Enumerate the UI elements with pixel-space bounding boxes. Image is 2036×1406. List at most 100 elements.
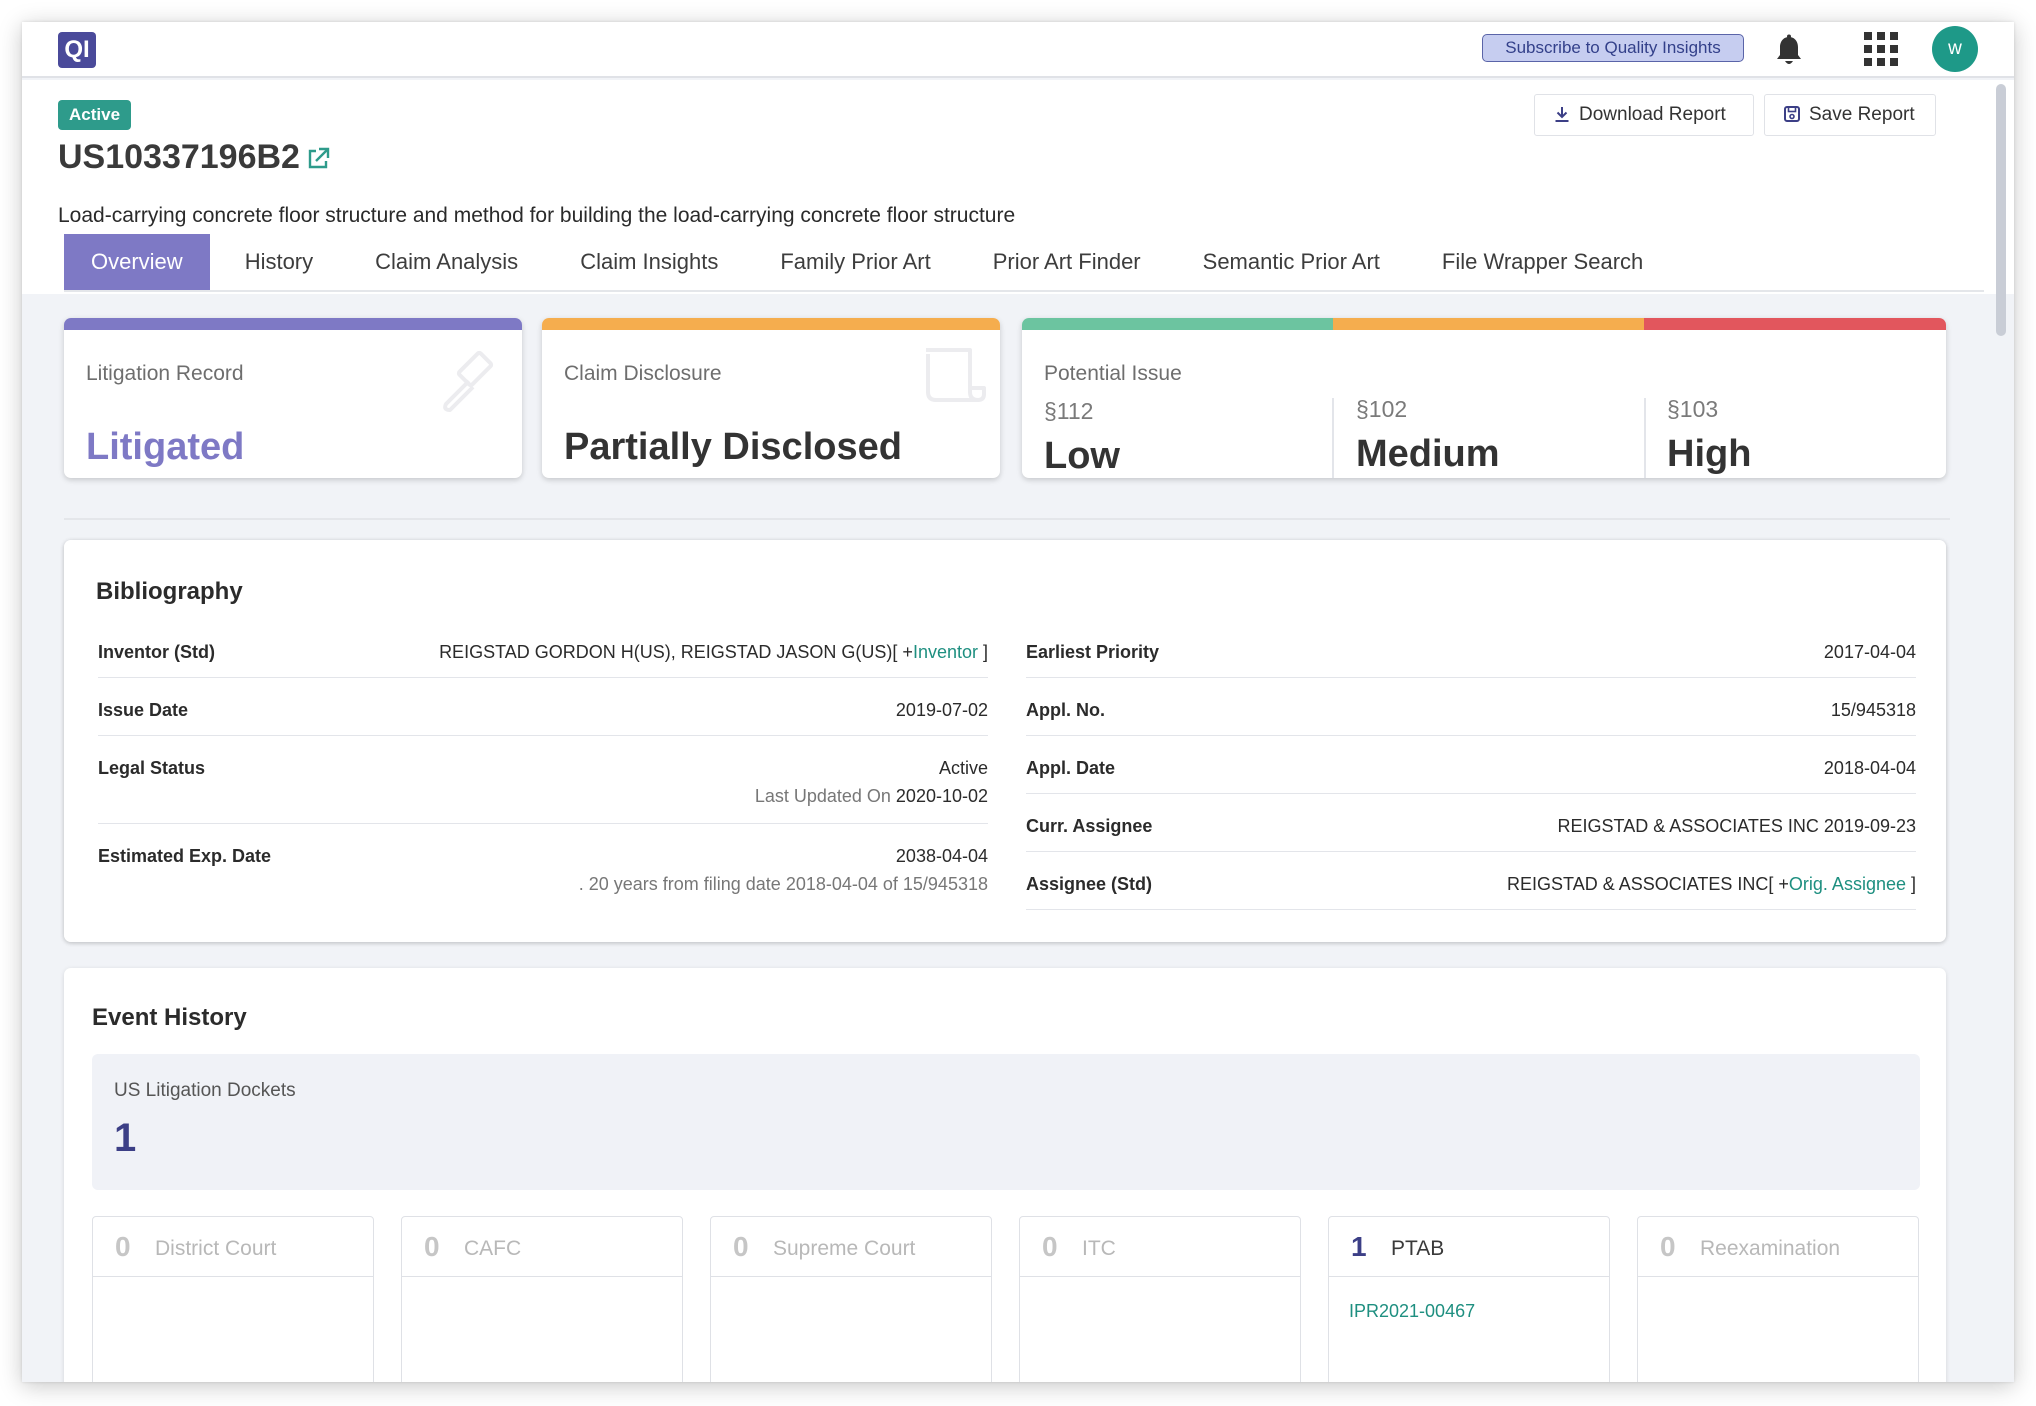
- scroll-icon: [926, 348, 986, 402]
- claim-disclosure-label: Claim Disclosure: [564, 362, 722, 385]
- tab-overview[interactable]: Overview: [64, 234, 210, 290]
- bracket-close: ]: [977, 642, 988, 662]
- tab-semantic-prior-art[interactable]: Semantic Prior Art: [1202, 249, 1380, 274]
- save-report-label: Save Report: [1809, 104, 1915, 125]
- bib-value: REIGSTAD & ASSOCIATES INC 2019-09-23: [1557, 816, 1916, 836]
- issue-103: §103 High: [1667, 396, 1946, 476]
- court-card-supreme[interactable]: 0 Supreme Court: [710, 1216, 992, 1382]
- bib-key: Assignee (Std): [1026, 874, 1153, 894]
- gavel-icon: [443, 350, 494, 412]
- scrollbar-thumb[interactable]: [1996, 84, 2006, 336]
- bracket-close: ]: [1905, 874, 1916, 894]
- tab-claim-insights[interactable]: Claim Insights: [580, 249, 719, 274]
- court-count: 0: [115, 1231, 131, 1262]
- bib-key: Appl. No.: [1026, 700, 1105, 720]
- court-card-itc[interactable]: 0 ITC: [1019, 1216, 1301, 1382]
- bib-row-curr-assignee: Curr. Assignee REIGSTAD & ASSOCIATES INC…: [1026, 794, 1916, 852]
- card-accent-bar: [64, 318, 522, 330]
- issue-102: §102 Medium: [1356, 396, 1666, 476]
- bib-value: 2019-07-02: [895, 700, 988, 720]
- bib-value: REIGSTAD & ASSOCIATES INC[ +Orig. Assign…: [1507, 874, 1916, 895]
- court-header: 0 ITC: [1020, 1217, 1300, 1277]
- tab-family-prior-art[interactable]: Family Prior Art: [780, 249, 931, 274]
- section-divider: [64, 518, 1950, 520]
- bib-subvalue: Last Updated On 2020-10-02: [755, 786, 988, 807]
- court-name: PTAB: [1391, 1237, 1445, 1260]
- tab-claim-analysis[interactable]: Claim Analysis: [375, 249, 519, 274]
- court-name: CAFC: [464, 1237, 522, 1260]
- court-name: Supreme Court: [773, 1237, 916, 1260]
- court-count: 1: [1351, 1231, 1367, 1262]
- download-icon: [1555, 107, 1569, 122]
- download-report-label: Download Report: [1579, 104, 1726, 125]
- court-count: 0: [424, 1231, 440, 1262]
- court-name: District Court: [155, 1237, 277, 1260]
- bibliography-panel-body: Bibliography Inventor (Std) REIGSTAD GOR…: [64, 540, 1946, 942]
- issue-bar-high: [1644, 318, 1946, 330]
- bib-value: Active: [938, 758, 988, 778]
- court-header: 0 Supreme Court: [711, 1217, 991, 1277]
- bib-subvalue: . 20 years from filing date 2018-04-04 o…: [578, 874, 988, 894]
- issue-section: §112: [1044, 398, 1094, 424]
- page-scrollbar[interactable]: [1994, 82, 2006, 1372]
- potential-issue-label: Potential Issue: [1044, 362, 1182, 385]
- potential-issue-card[interactable]: Potential Issue §112 Low §102 Medium §10…: [1022, 318, 1946, 478]
- ptab-case-link[interactable]: IPR2021-00467: [1349, 1301, 1476, 1321]
- court-card-district[interactable]: 0 District Court: [92, 1216, 374, 1382]
- user-avatar[interactable]: w: [1932, 26, 1978, 72]
- patent-number: US10337196B2: [58, 138, 300, 176]
- status-badge: Active: [58, 100, 132, 130]
- court-header: 0 District Court: [93, 1217, 373, 1277]
- dockets-label: US Litigation Dockets: [114, 1080, 296, 1101]
- top-bar: QI Subscribe to Quality Insights w: [22, 22, 2014, 78]
- issue-level: Medium: [1356, 433, 1500, 475]
- bib-row-exp-date: Estimated Exp. Date 2038-04-04 . 20 year…: [98, 824, 988, 912]
- patent-title: Load-carrying concrete floor structure a…: [58, 204, 1016, 227]
- patent-header: Active US10337196B2 Load-carrying concre…: [22, 80, 2014, 294]
- bibliography-title: Bibliography: [96, 578, 243, 605]
- tab-underline: [64, 290, 1984, 292]
- court-name: Reexamination: [1700, 1237, 1841, 1260]
- court-count: 0: [1660, 1231, 1676, 1262]
- tab-history[interactable]: History: [244, 249, 314, 274]
- inventor-names: REIGSTAD GORDON H(US), REIGSTAD JASON G(…: [439, 642, 913, 662]
- bib-key: Inventor (Std): [98, 642, 215, 662]
- court-card-reexamination[interactable]: 0 Reexamination: [1637, 1216, 1919, 1382]
- save-report-button[interactable]: Save Report: [1764, 94, 1936, 136]
- divider: [1332, 398, 1334, 478]
- claim-disclosure-value: Partially Disclosed: [564, 426, 902, 468]
- bib-key: Legal Status: [98, 758, 206, 778]
- updated-date: 2020-10-02: [895, 786, 988, 806]
- court-card-cafc[interactable]: 0 CAFC: [401, 1216, 683, 1382]
- bib-row-appl-no: Appl. No. 15/945318: [1026, 678, 1916, 736]
- inventor-link[interactable]: Inventor: [912, 642, 978, 662]
- external-link-icon[interactable]: [305, 146, 331, 172]
- bib-key: Estimated Exp. Date: [98, 846, 272, 866]
- tab-file-wrapper-search[interactable]: File Wrapper Search: [1441, 249, 1644, 274]
- issue-bar-medium: [1333, 318, 1644, 330]
- download-report-button[interactable]: Download Report: [1534, 94, 1754, 136]
- bib-key: Curr. Assignee: [1026, 816, 1153, 836]
- issue-level: Low: [1044, 435, 1120, 477]
- bib-value: 15/945318: [1830, 700, 1916, 720]
- issue-section: §102: [1356, 396, 1408, 422]
- court-count: 0: [1042, 1231, 1058, 1262]
- card-accent-bar: [542, 318, 1000, 330]
- bib-row-issue-date: Issue Date 2019-07-02: [98, 678, 988, 736]
- event-history-title: Event History: [92, 1004, 247, 1031]
- app-logo[interactable]: QI: [58, 32, 96, 68]
- claim-disclosure-card[interactable]: Claim Disclosure Partially Disclosed: [542, 318, 1000, 478]
- litigation-record-card[interactable]: Litigation Record Litigated: [64, 318, 522, 478]
- bib-row-appl-date: Appl. Date 2018-04-04: [1026, 736, 1916, 794]
- issue-bar-low: [1022, 318, 1333, 330]
- subscribe-button[interactable]: Subscribe to Quality Insights: [1482, 34, 1744, 62]
- court-card-ptab[interactable]: 1 PTAB IPR2021-00467: [1328, 1216, 1610, 1382]
- bell-icon[interactable]: [1774, 34, 1804, 68]
- apps-grid-icon[interactable]: [1864, 32, 1898, 66]
- app-window: QI Subscribe to Quality Insights w Activ…: [22, 22, 2014, 1382]
- tab-bar: Overview History Claim Analysis Claim In…: [64, 234, 1678, 290]
- issue-112: §112 Low: [1044, 398, 1354, 478]
- litigation-record-label: Litigation Record: [86, 362, 244, 385]
- orig-assignee-link[interactable]: Orig. Assignee: [1788, 874, 1906, 894]
- tab-prior-art-finder[interactable]: Prior Art Finder: [992, 249, 1141, 274]
